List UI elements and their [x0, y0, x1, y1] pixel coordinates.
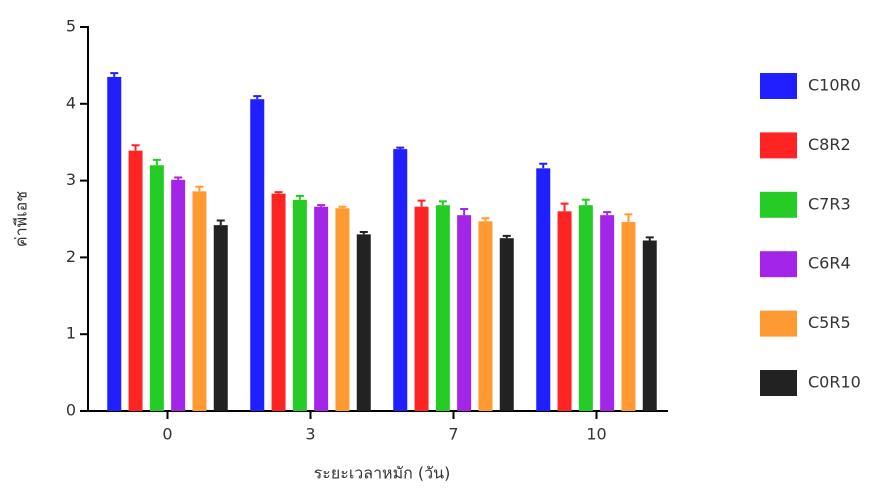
error-bar: [539, 162, 548, 169]
x-tick-label: 7: [448, 425, 458, 444]
error-bar: [131, 144, 140, 151]
bar: [213, 225, 228, 411]
error-bar: [338, 205, 347, 209]
y-tick-label: 0: [66, 401, 76, 420]
legend-swatch: [760, 251, 797, 278]
bar: [128, 150, 143, 411]
legend-label: C0R10: [808, 373, 861, 392]
y-tick-label: 4: [66, 93, 76, 112]
bar: [335, 208, 350, 411]
legend-label: C6R4: [808, 254, 851, 273]
legend-label: C10R0: [808, 76, 861, 95]
legend-label: C8R2: [808, 135, 851, 154]
error-bar: [417, 199, 426, 207]
bar: [292, 199, 307, 411]
y-tick-label: 3: [66, 170, 76, 189]
bar: [536, 168, 551, 411]
bar: [250, 99, 265, 411]
y-tick-label: 2: [66, 247, 76, 266]
bar: [192, 191, 207, 411]
error-bar: [603, 211, 612, 216]
x-tick-label: 10: [586, 425, 606, 444]
bar: [107, 76, 122, 412]
error-bar: [110, 72, 119, 77]
error-bar: [295, 194, 304, 200]
bar: [414, 206, 429, 411]
bar: [600, 215, 615, 411]
error-bar: [396, 146, 405, 150]
bar: [642, 240, 657, 411]
error-bar: [274, 191, 283, 194]
legend-swatch: [760, 310, 797, 337]
bar: [621, 222, 636, 411]
y-tick-label: 5: [66, 17, 76, 36]
error-bar: [195, 185, 204, 192]
bar: [578, 205, 593, 411]
bar: [149, 165, 164, 411]
y-axis-label: ค่าพีเอช: [12, 191, 31, 247]
error-bar: [152, 158, 161, 166]
y-tick-label: 1: [66, 324, 76, 343]
bar: [478, 221, 493, 411]
error-bar: [624, 213, 633, 223]
bar: [356, 234, 371, 411]
bar: [314, 206, 329, 411]
bar: [393, 149, 408, 411]
error-bar: [216, 219, 225, 226]
error-bar: [502, 234, 511, 239]
bar: [457, 215, 472, 411]
bar: [557, 211, 572, 411]
bar: [171, 179, 186, 411]
error-bar: [560, 202, 569, 212]
x-tick-label: 0: [162, 425, 172, 444]
bar: [271, 193, 286, 411]
legend-swatch: [760, 73, 797, 99]
bar: [499, 238, 514, 411]
x-axis-label: ระยะเวลาหมัก (วัน): [314, 464, 451, 483]
error-bar: [174, 176, 183, 180]
legend-swatch: [760, 370, 797, 396]
legend-label: C5R5: [808, 313, 851, 332]
error-bar: [645, 236, 654, 241]
error-bar: [481, 217, 490, 222]
error-bar: [253, 95, 262, 100]
error-bar: [581, 198, 590, 206]
legend-swatch: [760, 191, 797, 218]
error-bar: [317, 204, 326, 207]
error-bar: [438, 200, 447, 206]
bar: [435, 205, 450, 411]
error-bar: [460, 208, 469, 216]
legend-label: C7R3: [808, 194, 851, 213]
error-bar: [359, 231, 368, 235]
x-tick-label: 3: [305, 425, 315, 444]
legend-swatch: [760, 132, 797, 159]
